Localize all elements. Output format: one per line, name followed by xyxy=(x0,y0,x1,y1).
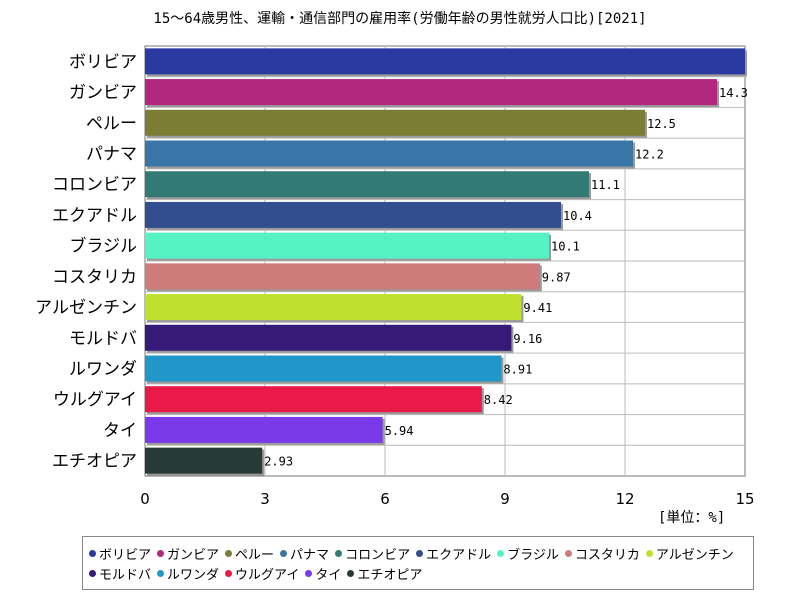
legend-item: ペルー xyxy=(225,543,274,563)
legend-marker xyxy=(645,549,653,557)
category-label: ペルー xyxy=(86,114,137,134)
category-label: モルドバ xyxy=(69,329,137,349)
category-label: パナマ xyxy=(86,145,137,165)
legend-item: エチオピア xyxy=(347,563,422,583)
unit-label: [単位：%] xyxy=(658,510,726,526)
legend-label: モルドバ xyxy=(99,567,152,583)
value-label: 8.91 xyxy=(503,363,532,377)
bar-8 xyxy=(145,263,540,290)
legend-marker xyxy=(347,569,355,577)
category-label: アルゼンチン xyxy=(35,298,137,318)
legend-label: ブラジル xyxy=(507,547,559,563)
legend-marker xyxy=(225,549,233,557)
legend-marker xyxy=(225,569,233,577)
legend-label: ペルー xyxy=(235,547,275,563)
x-tick-label: 3 xyxy=(260,490,270,508)
bar-12 xyxy=(145,386,482,413)
category-label: コロンビア xyxy=(52,175,137,195)
bar-3 xyxy=(145,109,645,136)
legend-label: エクアドル xyxy=(426,547,492,563)
legend-label: エチオピア xyxy=(357,567,423,583)
legend-marker xyxy=(416,549,424,557)
value-label: 14.3 xyxy=(719,86,748,100)
legend-item: モルドバ xyxy=(89,563,151,583)
bar-2 xyxy=(145,79,717,106)
category-label: ルワンダ xyxy=(69,360,137,380)
bar-14 xyxy=(145,447,263,474)
x-tick-label: 6 xyxy=(380,490,390,508)
legend-label: ガンビア xyxy=(167,547,220,563)
category-label: コスタリカ xyxy=(52,267,137,287)
bar-4 xyxy=(145,140,633,167)
chart-title: 15～64歳男性、運輸・通信部門の雇用率(労働年齢の男性就労人口比)[2021] xyxy=(153,11,647,27)
value-label: 12.5 xyxy=(647,117,676,131)
bar-13 xyxy=(145,416,383,443)
legend-label: アルゼンチン xyxy=(655,547,734,563)
bar-7 xyxy=(145,232,549,259)
category-label: ボリビア xyxy=(69,52,137,72)
value-label: 8.42 xyxy=(484,393,513,407)
x-tick-label: 9 xyxy=(500,490,510,508)
value-label: 9.16 xyxy=(513,332,542,346)
legend-item: ブラジル xyxy=(497,543,559,563)
bar-11 xyxy=(145,355,502,382)
legend-label: コロンビア xyxy=(345,547,411,563)
legend-marker xyxy=(497,549,505,557)
value-label: 11.1 xyxy=(591,178,620,192)
legend-label: コスタリカ xyxy=(574,547,640,563)
bar-10 xyxy=(145,324,512,351)
value-label: 12.2 xyxy=(635,148,664,162)
legend-item: エクアドル xyxy=(416,543,491,563)
legend-label: タイ xyxy=(315,567,342,583)
category-label: エチオピア xyxy=(52,452,137,472)
legend-item: ウルグアイ xyxy=(225,563,299,583)
legend-item: ガンビア xyxy=(157,543,219,563)
legend-item: ボリビア xyxy=(89,543,151,563)
legend: ボリビア ガンビア ペルー パナマ コロンビア エクアドル ブラジル コスタリカ アルゼンチンモ… xyxy=(82,536,754,590)
x-tick-label: 0 xyxy=(140,490,150,508)
legend-item: パナマ xyxy=(280,543,329,563)
legend-marker xyxy=(335,549,343,557)
value-label: 2.93 xyxy=(264,455,293,469)
legend-item: タイ xyxy=(305,563,341,583)
value-label: 10.4 xyxy=(563,209,592,223)
bar-1 xyxy=(145,48,745,75)
legend-label: ルワンダ xyxy=(167,567,220,583)
category-label: ブラジル xyxy=(69,236,137,257)
bar-6 xyxy=(145,201,561,228)
category-label: エクアドル xyxy=(52,206,137,226)
value-label: 9.41 xyxy=(523,301,552,315)
category-label: ガンビア xyxy=(69,83,137,103)
legend-marker xyxy=(564,549,572,557)
legend-marker xyxy=(89,549,96,557)
bar-5 xyxy=(145,171,589,198)
legend-item: アルゼンチン xyxy=(645,543,734,563)
value-label: 10.1 xyxy=(551,240,580,254)
legend-label: パナマ xyxy=(290,547,330,563)
bar-9 xyxy=(145,294,522,321)
legend-item: コロンビア xyxy=(335,543,410,563)
legend-marker xyxy=(89,569,96,577)
legend-marker xyxy=(157,549,165,557)
legend-marker xyxy=(157,569,165,577)
legend-item: コスタリカ xyxy=(564,543,640,563)
value-label: 9.87 xyxy=(542,270,571,284)
category-label: ウルグアイ xyxy=(53,390,137,410)
legend-label: ボリビア xyxy=(99,547,152,563)
category-label: タイ xyxy=(103,421,137,441)
x-tick-label: 12 xyxy=(615,490,634,508)
legend-marker xyxy=(305,569,313,577)
legend-label: ウルグアイ xyxy=(235,567,300,583)
x-tick-label: 15 xyxy=(735,490,754,508)
legend-marker xyxy=(280,549,288,557)
legend-item: ルワンダ xyxy=(157,563,219,583)
value-label: 5.94 xyxy=(385,424,414,438)
